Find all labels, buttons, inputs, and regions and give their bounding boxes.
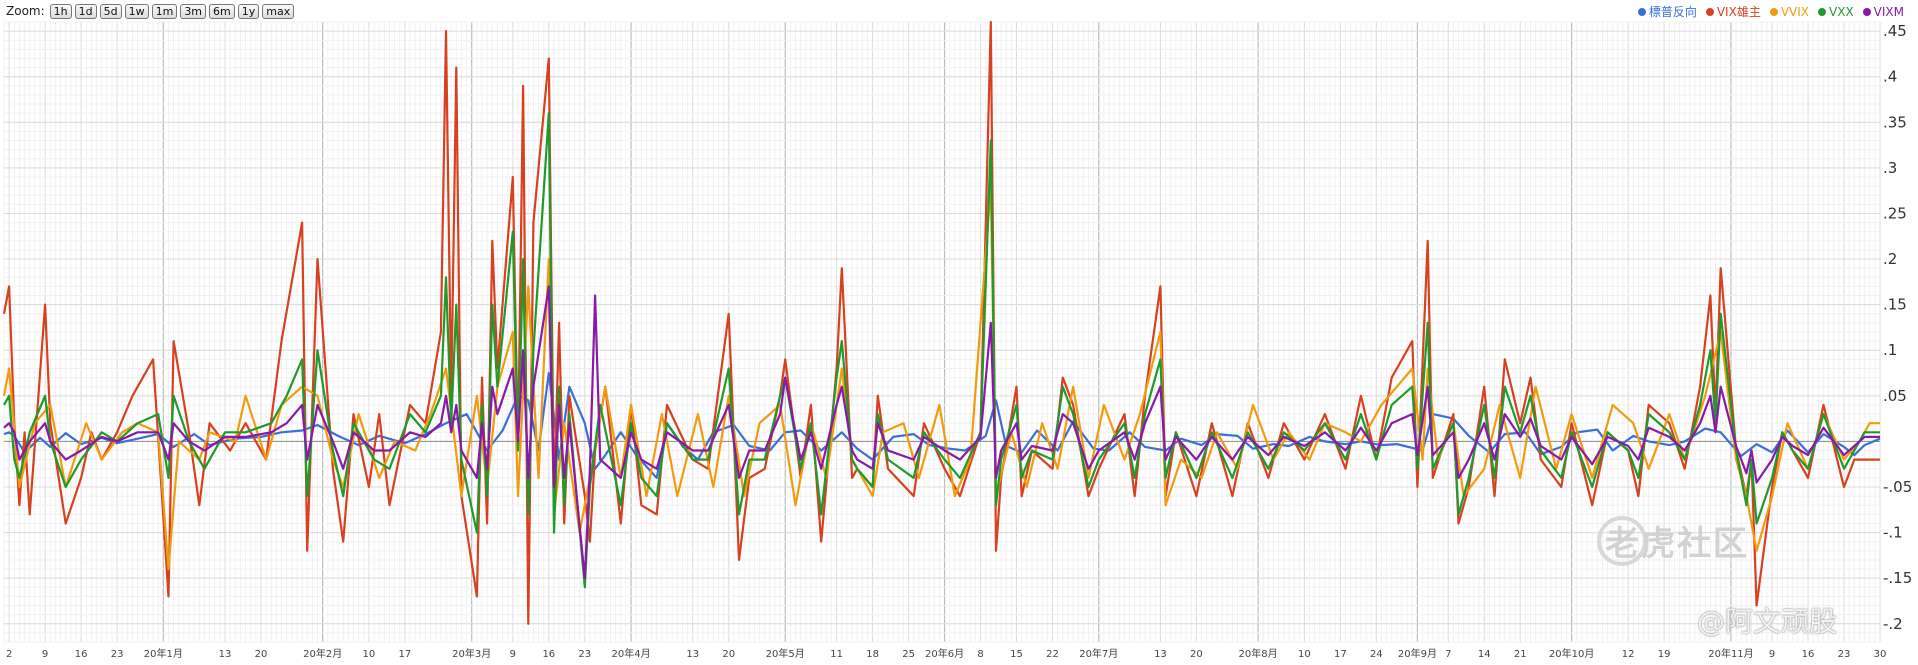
x-tick-label: 20年7月 — [1079, 647, 1118, 660]
x-tick-label: 20年6月 — [925, 647, 964, 660]
x-tick-label: 2 — [6, 649, 12, 660]
chart-legend: 標普反向 VIX雄主 VVIX VXX VIXM — [1637, 3, 1904, 20]
x-tick-label: 14 — [1478, 649, 1491, 660]
y-tick-label: .45 — [1883, 22, 1907, 40]
x-tick-label: 20年3月 — [452, 647, 491, 660]
legend-item-vvix[interactable]: VVIX — [1769, 3, 1810, 20]
legend-item-vixm[interactable]: VIXM — [1862, 3, 1904, 20]
x-tick-label: 13 — [1154, 649, 1167, 660]
zoom-button-1m[interactable]: 1m — [151, 3, 178, 19]
legend-label: VXX — [1829, 4, 1854, 19]
y-tick-label: -.15 — [1883, 569, 1912, 587]
y-axis: .45 .4 .35 .3 .25 .2 .15 .1 .05 -.05 -.1 -.15 -.2 — [1883, 22, 1912, 633]
x-tick-label: 11 — [830, 649, 843, 660]
y-tick-label: .1 — [1883, 341, 1897, 359]
y-tick-label: .15 — [1883, 296, 1907, 314]
series-layer — [2, 20, 1881, 625]
x-tick-label: 25 — [902, 649, 915, 660]
y-tick-label: .25 — [1883, 204, 1907, 222]
legend-label: VVIX — [1780, 4, 1810, 19]
y-tick-label: -.1 — [1883, 524, 1903, 542]
y-tick-label: .3 — [1883, 159, 1897, 177]
x-tick-label: 20 — [1190, 649, 1203, 660]
x-tick-label: 20年11月 — [1708, 647, 1753, 660]
x-tick-label: 10 — [1298, 649, 1311, 660]
x-tick-label: 20年9月 — [1398, 647, 1437, 660]
y-tick-label: .05 — [1883, 387, 1907, 405]
x-tick-label: 20年4月 — [611, 647, 650, 660]
x-tick-label: 17 — [399, 649, 412, 660]
x-tick-label: 19 — [1658, 649, 1671, 660]
x-tick-label: 23 — [1838, 649, 1851, 660]
x-tick-label: 9 — [510, 649, 516, 660]
y-tick-label: -.2 — [1883, 615, 1903, 633]
x-axis: 2 9 16 23 20年1月 13 20 20年2月 10 17 20年3月 9 16 23 20年4月 1… — [6, 647, 1886, 660]
legend-dot-icon — [1862, 7, 1871, 16]
zoom-label: Zoom: — [6, 4, 45, 18]
zoom-button-1y[interactable]: 1y — [237, 3, 260, 19]
zoom-button-6m[interactable]: 6m — [209, 3, 235, 19]
legend-label: VIXM — [1873, 4, 1904, 19]
x-tick-label: 9 — [1769, 649, 1775, 660]
x-tick-label: 7 — [1445, 649, 1451, 660]
x-tick-label: 9 — [42, 649, 48, 660]
x-tick-label: 16 — [1802, 649, 1815, 660]
y-tick-label: -.05 — [1883, 478, 1912, 496]
x-tick-label: 20年2月 — [303, 647, 342, 660]
x-tick-label: 17 — [1334, 649, 1347, 660]
zoom-button-1h[interactable]: 1h — [49, 3, 72, 19]
series-line-4 — [3, 285, 1880, 580]
y-tick-label: .4 — [1883, 68, 1897, 86]
x-tick-label: 20 — [722, 649, 735, 660]
watermark-author: @阿文顽股 — [1697, 605, 1838, 638]
legend-label: 標普反向 — [1648, 5, 1697, 19]
y-tick-label: .2 — [1883, 250, 1897, 268]
x-tick-label: 30 — [1874, 649, 1887, 660]
x-tick-label: 21 — [1514, 649, 1527, 660]
zoom-button-max[interactable]: max — [262, 3, 295, 19]
x-tick-label: 20年10月 — [1549, 647, 1594, 660]
x-tick-label: 15 — [1010, 649, 1023, 660]
x-tick-label: 16 — [75, 649, 88, 660]
x-tick-label: 10 — [363, 649, 376, 660]
x-tick-label: 23 — [111, 649, 124, 660]
zoom-button-1w[interactable]: 1w — [124, 3, 149, 19]
zoom-button-5d[interactable]: 5d — [99, 3, 122, 19]
x-tick-label: 13 — [219, 649, 232, 660]
zoom-button-3m[interactable]: 3m — [180, 3, 207, 19]
legend-dot-icon — [1818, 7, 1827, 16]
legend-label: VIX雄主 — [1716, 5, 1761, 19]
x-tick-label: 8 — [977, 649, 983, 660]
x-tick-label: 16 — [542, 649, 555, 660]
y-tick-label: .35 — [1883, 113, 1907, 131]
x-tick-label: 23 — [578, 649, 591, 660]
x-tick-label: 20年8月 — [1239, 647, 1278, 660]
tiger-logo-icon — [1597, 516, 1647, 566]
legend-item-vix[interactable]: VIX雄主 — [1705, 3, 1761, 20]
legend-item-spx-inverse[interactable]: 標普反向 — [1637, 3, 1697, 20]
x-tick-label: 22 — [1046, 649, 1059, 660]
legend-dot-icon — [1637, 7, 1646, 16]
legend-item-vxx[interactable]: VXX — [1818, 3, 1854, 20]
x-tick-label: 20年5月 — [766, 647, 805, 660]
x-tick-label: 20 — [255, 649, 268, 660]
x-tick-label: 12 — [1622, 649, 1635, 660]
x-tick-label: 13 — [686, 649, 699, 660]
x-tick-label: 24 — [1370, 649, 1383, 660]
zoom-button-1d[interactable]: 1d — [74, 3, 97, 19]
legend-dot-icon — [1769, 7, 1778, 16]
zoom-toolbar: Zoom: 1h 1d 5d 1w 1m 3m 6m 1y max — [6, 2, 295, 20]
watermark-community: 老虎社区 — [1605, 524, 1749, 564]
x-tick-label: 20年1月 — [144, 647, 183, 660]
x-tick-label: 18 — [866, 649, 879, 660]
legend-dot-icon — [1705, 7, 1714, 16]
